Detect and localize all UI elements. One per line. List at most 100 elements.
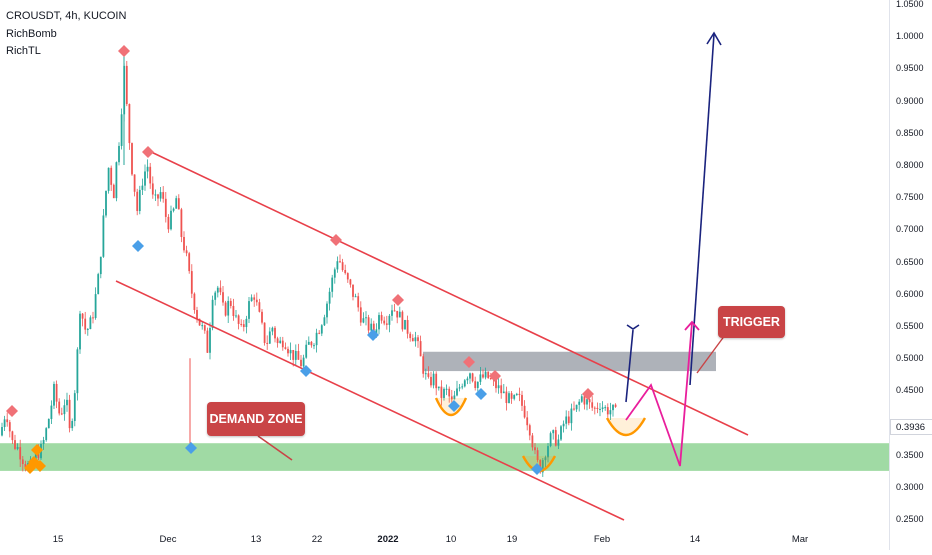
candle-body xyxy=(552,430,555,434)
candle-body xyxy=(437,386,440,389)
candle-body xyxy=(157,194,159,199)
candle-body xyxy=(21,459,24,465)
candle-body xyxy=(326,303,328,318)
indicator-richtl[interactable]: RichTL xyxy=(6,45,41,57)
candle-body xyxy=(536,450,539,461)
candle-body xyxy=(3,419,6,428)
price-tick-label: 0.8500 xyxy=(896,127,924,138)
chart-title: CROUSDT, 4h, KUCOIN xyxy=(6,10,127,22)
candle-body xyxy=(271,327,274,332)
candle-body xyxy=(362,318,365,323)
candle-body xyxy=(222,292,224,303)
candle-body xyxy=(250,297,253,302)
candle-body xyxy=(557,439,560,446)
candle-body xyxy=(354,296,357,298)
swing-low-marker xyxy=(475,388,487,400)
candle-body xyxy=(370,323,373,331)
current-price-tag: 0.3936 xyxy=(890,419,932,435)
candle-body xyxy=(133,174,136,192)
candle-body xyxy=(406,320,409,334)
candle-body xyxy=(149,166,152,184)
candle-body xyxy=(500,385,503,394)
candle-body xyxy=(45,428,48,441)
candle-body xyxy=(565,416,568,424)
arrow-head xyxy=(684,320,700,331)
time-tick-label: 2022 xyxy=(377,534,399,545)
price-tick-label: 1.0000 xyxy=(896,31,924,42)
candle-body xyxy=(518,393,521,395)
candle-body xyxy=(318,332,321,334)
candle-body xyxy=(375,329,378,334)
candle-body xyxy=(37,451,40,459)
candle-body xyxy=(55,383,58,402)
candle-body xyxy=(138,189,141,212)
time-tick-label: 15 xyxy=(52,534,64,545)
candle-body xyxy=(170,210,172,230)
signal-marker xyxy=(31,444,43,456)
candle-body xyxy=(266,342,269,344)
candle-body xyxy=(591,402,594,408)
candle-body xyxy=(599,408,601,410)
candle-body xyxy=(440,386,443,398)
chart-area[interactable]: CROUSDT, 4h, KUCOIN RichBomb RichTL DEMA… xyxy=(0,0,889,550)
candle-body xyxy=(248,301,250,319)
candle-body xyxy=(42,440,45,444)
candle-body xyxy=(588,399,591,403)
indicator-richbomb[interactable]: RichBomb xyxy=(6,28,57,40)
candle-body xyxy=(352,284,354,297)
candle-body xyxy=(432,373,435,386)
signal-marker xyxy=(34,460,46,472)
candle-body xyxy=(216,287,219,293)
trigger-pointer xyxy=(696,330,729,374)
candle-body xyxy=(310,341,313,346)
candle-body xyxy=(79,313,81,350)
candle-body xyxy=(489,377,492,379)
candle-body xyxy=(601,407,604,409)
candle-body xyxy=(521,394,523,406)
candle-body xyxy=(541,460,544,473)
candle-body xyxy=(391,310,393,316)
demand-zone-callout: DEMAND ZONE xyxy=(207,402,305,436)
price-chart[interactable] xyxy=(0,0,889,550)
projection-path-magenta xyxy=(625,322,693,467)
time-tick-label: Feb xyxy=(593,534,611,545)
trigger-label: TRIGGER xyxy=(723,315,780,329)
price-scale[interactable]: 1.0500 1.0000 0.9500 0.9000 0.8500 0.8000 0.75… xyxy=(889,0,932,550)
candle-body xyxy=(476,381,479,388)
time-tick-label: 22 xyxy=(311,534,323,545)
candle-body xyxy=(97,274,100,295)
candle-body xyxy=(16,447,19,449)
candle-body xyxy=(544,457,547,461)
candle-body xyxy=(466,378,469,381)
candle-body xyxy=(261,311,263,323)
candle-body xyxy=(206,330,209,353)
candle-body xyxy=(99,256,102,275)
candle-body xyxy=(497,385,500,389)
candle-body xyxy=(482,374,484,378)
candle-body xyxy=(562,423,565,427)
candle-body xyxy=(6,419,9,423)
time-tick-label: 14 xyxy=(689,534,701,545)
candle-body xyxy=(396,310,399,318)
candle-body xyxy=(245,318,248,328)
candle-body xyxy=(302,357,305,367)
candle-body xyxy=(154,194,157,196)
time-tick-label: Dec xyxy=(159,534,177,545)
price-tick-label: 1.0500 xyxy=(896,0,924,9)
candle-body xyxy=(393,310,396,312)
candle-body xyxy=(336,261,339,270)
candle-body xyxy=(554,430,557,446)
candle-body xyxy=(580,396,583,402)
candle-body xyxy=(453,395,456,400)
candle-body xyxy=(573,408,575,410)
candle-body xyxy=(201,325,204,327)
candle-body xyxy=(349,279,352,285)
candle-body xyxy=(458,387,461,389)
price-tick-label: 0.5000 xyxy=(896,353,924,364)
candle-body xyxy=(92,317,94,319)
arrow-head xyxy=(626,324,640,330)
swing-low-marker xyxy=(448,400,460,412)
candle-body xyxy=(1,427,3,436)
candle-body xyxy=(583,396,586,405)
candle-body xyxy=(162,192,165,199)
